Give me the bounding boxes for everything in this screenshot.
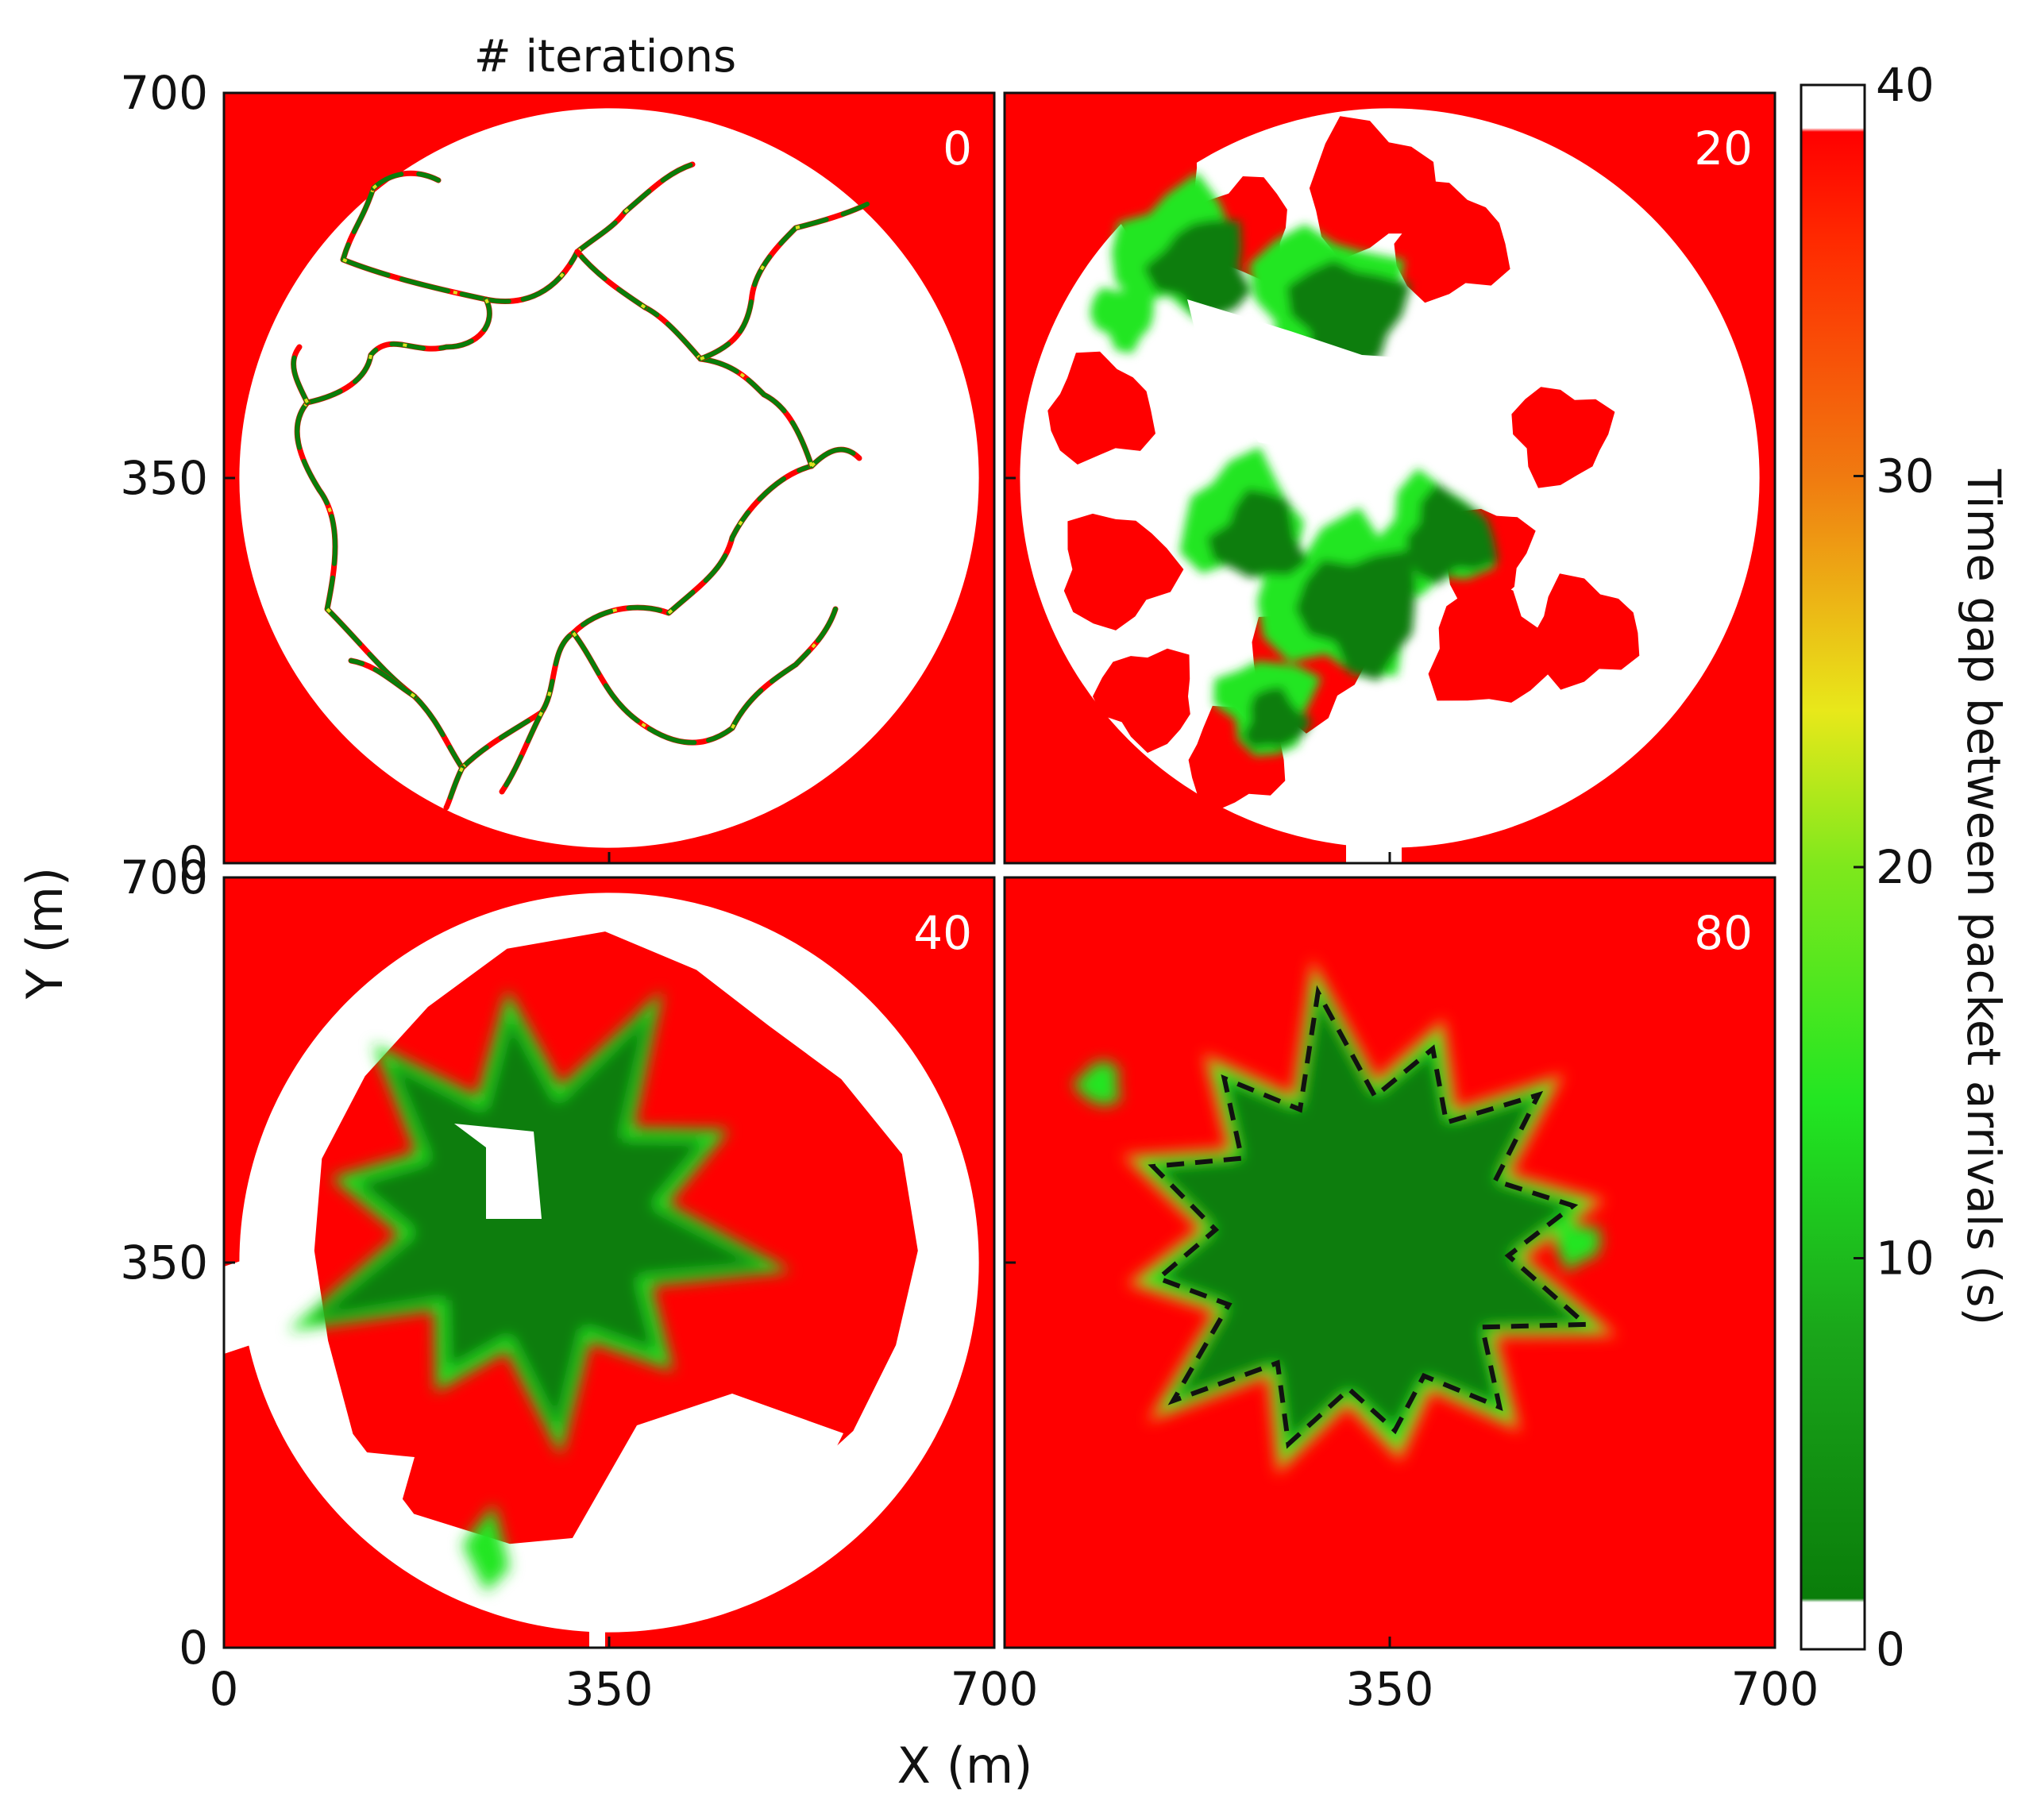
uncovered-gap	[454, 1124, 542, 1219]
panel-iteration-label: 0	[943, 121, 972, 175]
x-tick-label: 700	[951, 1662, 1039, 1716]
x-tick-label: 700	[1731, 1662, 1819, 1716]
deployment-area	[239, 108, 979, 848]
dark-green-patch	[1242, 686, 1312, 749]
panel-field	[224, 93, 994, 863]
x-tick-label: 0	[210, 1662, 239, 1716]
path-trace-low	[460, 464, 814, 770]
y-axis-label: Y (m)	[16, 867, 74, 1000]
panel-iteration-label: 80	[1694, 906, 1753, 960]
uncovered-gap	[335, 1449, 415, 1513]
y-tick-label: 700	[120, 66, 208, 120]
node-paths	[291, 161, 870, 811]
colorbar-tick-label: 0	[1876, 1622, 1905, 1676]
y-tick-label: 350	[120, 1236, 208, 1290]
panel-header: # iterations	[474, 31, 736, 83]
red-patch	[1394, 180, 1510, 303]
panel-field	[1005, 877, 1775, 1648]
y-tick-label: 350	[120, 451, 208, 505]
panel-0: 0	[222, 91, 996, 865]
path-trace-low	[371, 162, 695, 214]
panel-iteration-label: 20	[1694, 121, 1753, 175]
panel-field	[224, 877, 994, 1648]
red-patch	[1428, 580, 1559, 703]
dark-green-region	[1153, 992, 1586, 1444]
red-patch	[1047, 351, 1155, 465]
path-trace-low	[444, 710, 544, 810]
red-patch	[695, 1195, 870, 1375]
colorbar-tick-label: 20	[1876, 840, 1935, 894]
colorbar-tick-label: 40	[1876, 58, 1935, 112]
colorbar-tick-label: 10	[1876, 1232, 1935, 1286]
coverage-green	[287, 989, 791, 1592]
isolated-cluster	[1072, 1060, 1121, 1106]
y-tick-label: 0	[179, 836, 208, 890]
red-patch	[1093, 648, 1190, 754]
path-trace-low	[642, 305, 862, 468]
panel-field	[1005, 93, 1775, 863]
red-patch	[1534, 573, 1640, 690]
colorbar: 0 10 20 30 40	[1800, 58, 1935, 1676]
red-patch	[1309, 116, 1437, 260]
uncovered-notch	[1346, 808, 1402, 863]
uncovered-notch	[589, 1592, 605, 1648]
panel-80: 80	[1003, 876, 1776, 1649]
path-trace-low	[291, 345, 417, 699]
colorbar-label: Time gap between packet arrivals (s)	[1957, 468, 2011, 1325]
panel-20: 20	[1003, 91, 1776, 865]
y-tick-label: 0	[179, 1621, 208, 1675]
path-trace-low	[305, 297, 492, 405]
dark-green-patch	[1295, 549, 1416, 681]
uncovered-gap	[542, 1394, 843, 1592]
dark-green-patch	[1406, 483, 1499, 584]
isolated-cluster	[1553, 1215, 1602, 1272]
red-patch	[1063, 513, 1184, 630]
x-tick-label: 350	[1346, 1662, 1434, 1716]
panel-40: 40	[222, 876, 996, 1649]
panel-iteration-label: 40	[913, 906, 972, 960]
colorbar-tick-label: 30	[1876, 449, 1935, 503]
panels-layer: 0 20 40 80	[222, 91, 1776, 1649]
path-trace-low	[575, 202, 870, 361]
uncovered-gap	[1187, 299, 1560, 458]
light-green-patch	[1090, 283, 1154, 353]
y-tick-label: 700	[120, 850, 208, 904]
dark-green-region	[310, 1011, 767, 1432]
uncovered-gap	[224, 1251, 272, 1354]
x-axis-label: X (m)	[897, 1737, 1033, 1795]
coverage-boundary	[1148, 985, 1592, 1449]
light-green-spur	[462, 1505, 510, 1592]
x-tick-label: 350	[565, 1662, 654, 1716]
path-trace-low	[571, 607, 838, 746]
dark-green-patch	[1144, 219, 1252, 317]
dark-green-patch	[1207, 488, 1309, 578]
red-patch	[1511, 387, 1615, 488]
